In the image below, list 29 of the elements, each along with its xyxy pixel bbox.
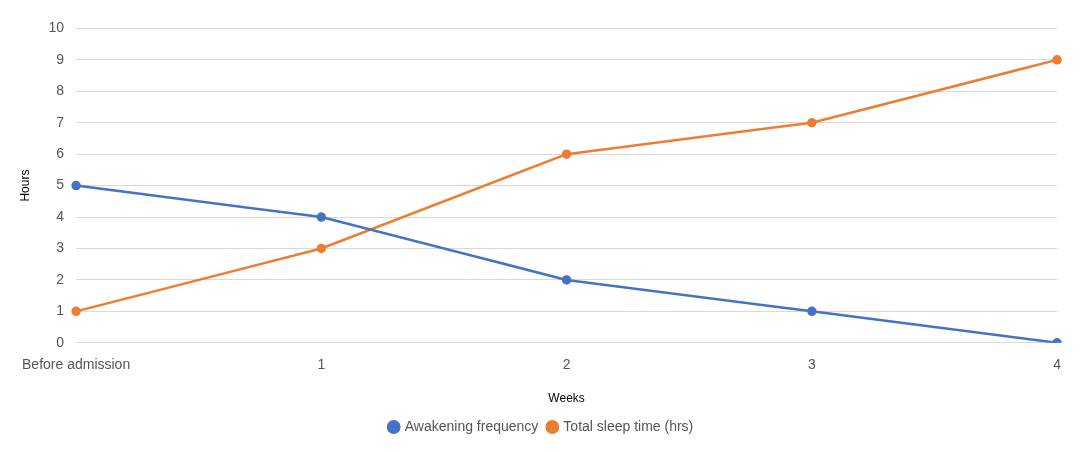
y-tick-label: 0 bbox=[56, 333, 65, 350]
y-tick-label: 6 bbox=[56, 145, 65, 162]
point bbox=[807, 306, 817, 317]
x-tick-label: 4 bbox=[1053, 356, 1062, 373]
x-axis-title: Weeks bbox=[548, 391, 585, 406]
y-tick-label: 9 bbox=[56, 50, 65, 67]
legend-label: Total sleep time (hrs) bbox=[563, 417, 694, 434]
point bbox=[561, 275, 572, 285]
x-tick-label: 3 bbox=[807, 356, 816, 373]
y-tick-label: 2 bbox=[56, 270, 65, 287]
point bbox=[71, 180, 81, 191]
point bbox=[71, 306, 81, 317]
x-tick-label: Before admission bbox=[22, 356, 131, 373]
y-tick-label: 1 bbox=[56, 302, 65, 319]
point bbox=[1052, 55, 1062, 65]
y-tick-label: 5 bbox=[56, 176, 65, 193]
legend-label: Awakening frequency bbox=[404, 417, 539, 434]
x-tick-label: 2 bbox=[562, 356, 571, 373]
y-tick-label: 10 bbox=[48, 19, 65, 36]
point bbox=[561, 149, 572, 159]
y-tick-label: 4 bbox=[56, 207, 65, 224]
x-tick-label: 1 bbox=[317, 356, 326, 373]
y-tick-label: 7 bbox=[56, 113, 65, 130]
point bbox=[316, 212, 327, 222]
y-axis-title: Hours bbox=[17, 169, 32, 202]
y-tick-label: 3 bbox=[56, 239, 65, 256]
point bbox=[807, 117, 817, 128]
y-tick-label: 8 bbox=[56, 82, 65, 99]
point bbox=[316, 243, 327, 254]
